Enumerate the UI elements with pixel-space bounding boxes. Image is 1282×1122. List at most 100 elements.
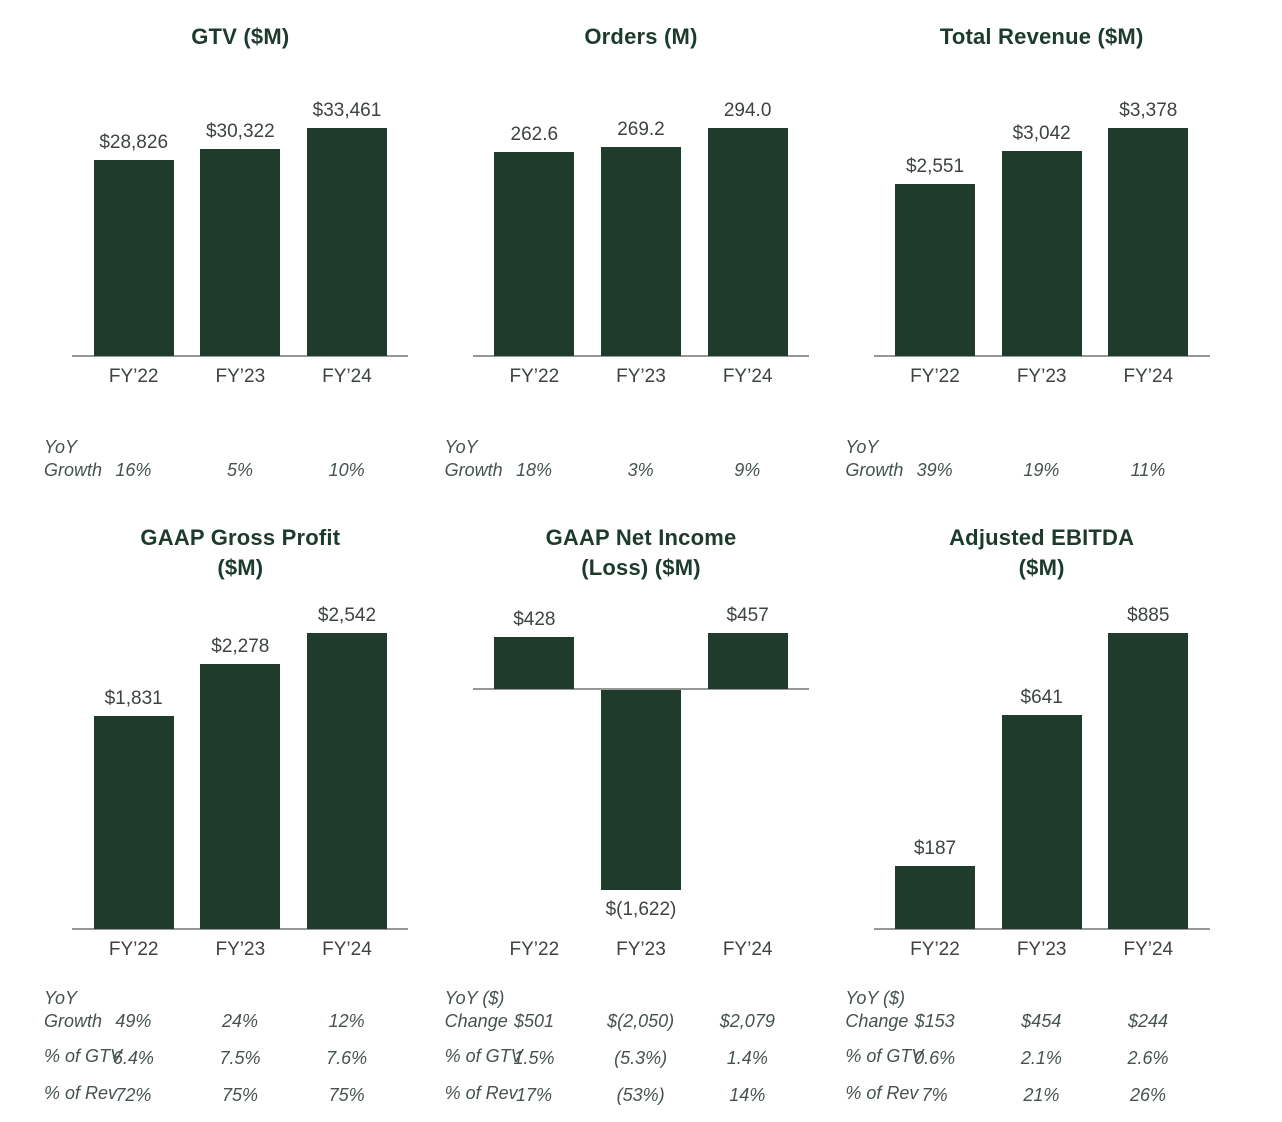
stats-value: 18%: [515, 460, 552, 480]
stats-value: 9%: [734, 460, 761, 480]
x-axis-line: [72, 355, 409, 357]
stats-row: % of GTV 0.6% 2.1% 2.6%: [845, 1045, 1238, 1069]
chart-title: Orders (M): [445, 22, 838, 52]
x-axis-label: FY’22: [910, 939, 960, 960]
chart-title-line: GTV ($M): [191, 24, 290, 49]
stats-value: $153: [914, 1011, 955, 1031]
bar: [93, 715, 174, 929]
stats-row-label: YoY Growth: [44, 437, 103, 480]
x-axis-label: FY’24: [322, 939, 372, 960]
x-axis-label: FY’22: [509, 939, 560, 960]
chart-title-line: Orders (M): [584, 24, 698, 49]
stats-value: 7.6%: [326, 1048, 368, 1068]
x-axis-labels: FY’22 FY’23 FY’24: [80, 939, 400, 965]
x-axis-line: [472, 355, 809, 357]
plot-area: $187 $641 $885: [873, 599, 1210, 930]
x-axis-line: [72, 928, 409, 930]
stats-row: % of Rev 72% 75% 75%: [44, 1082, 437, 1106]
x-axis-label: FY’22: [509, 366, 560, 387]
bar: [894, 183, 975, 356]
x-axis-label: FY’24: [1123, 366, 1174, 387]
chart-title: GAAP Gross Profit ($M): [44, 523, 437, 583]
x-axis-labels: FY’22 FY’23 FY’24: [481, 939, 801, 965]
bar: [707, 633, 788, 690]
bar-value-label: $1,831: [104, 687, 163, 709]
bar-value-label: $28,826: [99, 131, 169, 153]
stats-row: YoY Growth 18% 3% 9%: [445, 436, 838, 481]
stats-table: YoY ($) Change $153 $454 $244 % of GTV 0.6% 2.…: [845, 987, 1238, 1106]
plot-area: 262.6 269.2 294.0: [472, 94, 809, 357]
x-axis-label: FY’24: [722, 939, 773, 960]
chart-title-line: GAAP Net Income: [545, 525, 737, 550]
bar-value-label: $641: [1020, 686, 1063, 708]
stats-value: 21%: [1023, 1085, 1060, 1105]
stats-value: 7%: [921, 1085, 948, 1105]
stats-row-label: % of Rev: [444, 1083, 518, 1103]
x-axis-label: FY’22: [108, 366, 159, 387]
x-axis-label: FY’24: [1123, 939, 1174, 960]
stats-value: $(2,050): [607, 1011, 675, 1031]
stats-value: (5.3%): [614, 1048, 668, 1068]
x-axis-labels: FY’22 FY’23 FY’24: [882, 939, 1202, 965]
stats-row: YoY Growth 49% 24% 12%: [44, 987, 437, 1032]
bar-value-label: $33,461: [312, 100, 382, 121]
x-axis-label: FY’23: [1016, 939, 1067, 960]
x-axis-labels: FY’22 FY’23 FY’24: [481, 366, 801, 392]
stats-row-label: YoY ($) Change: [444, 988, 508, 1031]
chart-gaap-net-income-loss: GAAP Net Income (Loss) ($M) $428 $(1,622)…: [445, 523, 838, 1122]
bar-value-label: 262.6: [510, 124, 559, 146]
bar-value-label: $428: [513, 608, 556, 630]
stats-row-label: % of Rev: [845, 1083, 919, 1103]
bar: [1108, 633, 1189, 929]
stats-value: $501: [513, 1011, 554, 1031]
stats-row-label: % of GTV: [44, 1046, 123, 1066]
stats-row-label: YoY Growth: [845, 437, 904, 480]
bar: [707, 128, 788, 356]
chart-total-revenue: Total Revenue ($M) $2,551 $3,042 $3,378 FY…: [845, 16, 1238, 497]
chart-title-line: ($M): [217, 554, 264, 580]
stats-value: 2.1%: [1020, 1048, 1062, 1068]
stats-row: % of GTV 1.5% (5.3%) 1.4%: [445, 1045, 838, 1069]
stats-value: 1.5%: [513, 1048, 555, 1068]
chart-title: Adjusted EBITDA ($M): [845, 523, 1238, 583]
plot-area: $1,831 $2,278 $2,542: [72, 599, 409, 930]
plot-area: $428 $(1,622) $457: [472, 599, 809, 929]
stats-value: 39%: [916, 460, 953, 480]
chart-title: Total Revenue ($M): [845, 22, 1238, 52]
stats-table: YoY ($) Change $501 $(2,050) $2,079 % of GTV…: [445, 987, 838, 1106]
stats-value: 72%: [115, 1085, 152, 1105]
stats-value: 19%: [1023, 460, 1060, 480]
bar: [1108, 128, 1189, 356]
stats-row-label: % of GTV: [845, 1046, 924, 1066]
stats-row-label: % of GTV: [444, 1046, 523, 1066]
stats-value: 2.6%: [1127, 1048, 1169, 1068]
stats-row: % of GTV 6.4% 7.5% 7.6%: [44, 1045, 437, 1069]
x-axis-label: FY’23: [616, 939, 666, 960]
chart-title-line: GAAP Gross Profit: [140, 525, 341, 550]
stats-row: YoY Growth 39% 19% 11%: [845, 436, 1238, 481]
stats-row-label: % of Rev: [44, 1083, 118, 1103]
stats-value: 7.5%: [219, 1048, 261, 1068]
stats-table: YoY Growth 49% 24% 12% % of GTV 6.4% 7.5% 7.6%%…: [44, 987, 437, 1106]
bar-value-label: $187: [913, 838, 957, 860]
x-axis-line: [472, 688, 809, 691]
bar: [600, 690, 681, 890]
x-axis-label: FY’22: [108, 939, 159, 960]
chart-title-line: (Loss) ($M): [581, 554, 701, 580]
x-axis-labels: FY’22 FY’23 FY’24: [80, 366, 400, 392]
bar: [306, 633, 387, 929]
bar: [494, 636, 575, 690]
bar-value-label: 269.2: [617, 119, 665, 141]
bar: [600, 147, 681, 356]
stats-row-label: YoY Growth: [444, 437, 503, 480]
chart-title-line: Adjusted EBITDA: [949, 525, 1135, 550]
chart-orders: Orders (M) 262.6 269.2 294.0 FY’22 FY’23 FY’…: [445, 16, 838, 497]
chart-title: GAAP Net Income (Loss) ($M): [445, 523, 838, 583]
bar-value-label: $30,322: [205, 121, 275, 143]
x-axis-labels: FY’22 FY’23 FY’24: [882, 366, 1202, 392]
bar: [93, 159, 174, 356]
chart-title-line: Total Revenue ($M): [939, 24, 1144, 49]
bar-value-label: $3,378: [1119, 100, 1178, 121]
stats-table: YoY Growth 16% 5% 10%: [44, 436, 437, 481]
